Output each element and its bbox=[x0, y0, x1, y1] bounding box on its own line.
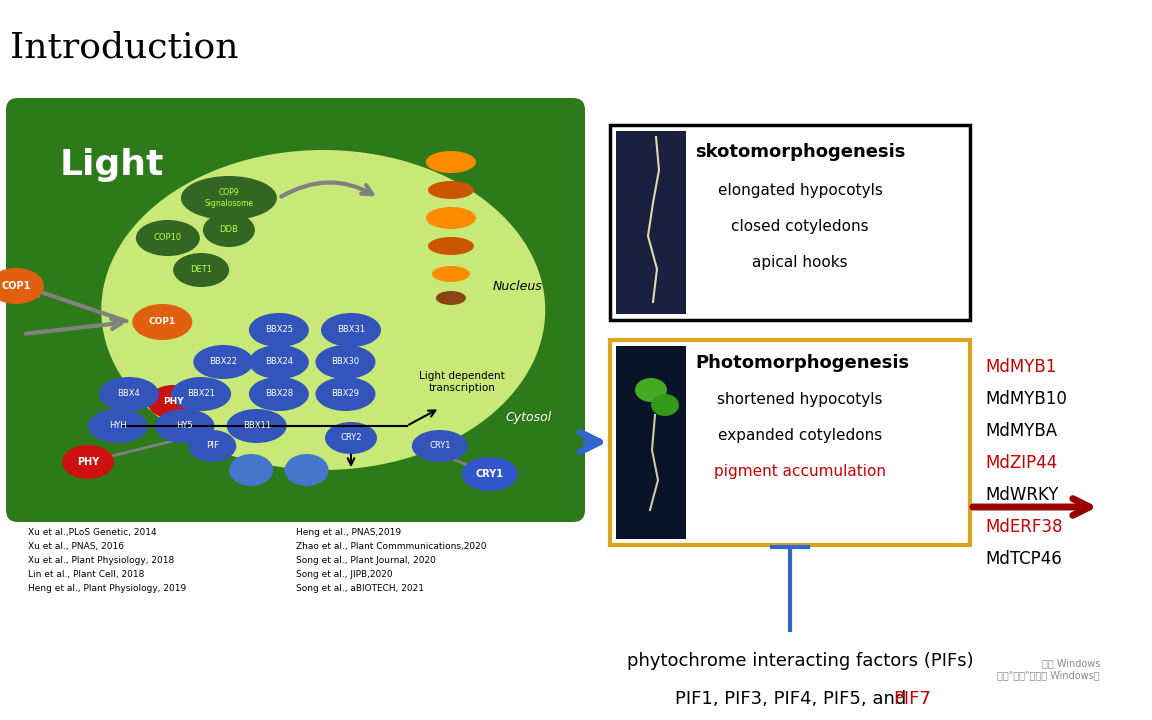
Text: COP1: COP1 bbox=[149, 318, 176, 326]
Text: Light: Light bbox=[60, 148, 165, 182]
Text: CRY1: CRY1 bbox=[429, 441, 450, 451]
Bar bbox=[616, 131, 685, 314]
Text: MdTCP46: MdTCP46 bbox=[985, 550, 1062, 568]
Bar bbox=[611, 125, 970, 320]
Ellipse shape bbox=[427, 237, 473, 255]
Ellipse shape bbox=[203, 213, 255, 247]
Ellipse shape bbox=[316, 377, 376, 411]
Text: BBX31: BBX31 bbox=[336, 325, 365, 335]
Ellipse shape bbox=[316, 345, 376, 379]
Ellipse shape bbox=[435, 291, 465, 305]
Ellipse shape bbox=[194, 345, 253, 379]
Text: PIF: PIF bbox=[206, 441, 219, 451]
Text: Song et al., Plant Journal, 2020: Song et al., Plant Journal, 2020 bbox=[296, 556, 435, 565]
Ellipse shape bbox=[132, 304, 192, 340]
Text: 激活 Windows
转到"设置"以激活 Windows。: 激活 Windows 转到"设置"以激活 Windows。 bbox=[998, 658, 1100, 680]
Ellipse shape bbox=[411, 430, 468, 462]
Text: Nucleus: Nucleus bbox=[493, 279, 543, 292]
Ellipse shape bbox=[181, 176, 276, 220]
Text: Heng et al., PNAS,2019: Heng et al., PNAS,2019 bbox=[296, 528, 401, 537]
Text: BBX21: BBX21 bbox=[187, 390, 215, 398]
Ellipse shape bbox=[462, 457, 517, 491]
Text: MdMYB1: MdMYB1 bbox=[985, 358, 1056, 376]
Text: Song et al., aBIOTECH, 2021: Song et al., aBIOTECH, 2021 bbox=[296, 584, 424, 593]
Text: DET1: DET1 bbox=[190, 266, 212, 274]
Ellipse shape bbox=[321, 313, 381, 347]
Ellipse shape bbox=[285, 454, 328, 486]
Text: BBX29: BBX29 bbox=[332, 390, 359, 398]
Ellipse shape bbox=[426, 207, 476, 229]
Text: skotomorphogenesis: skotomorphogenesis bbox=[695, 143, 905, 161]
Text: COP10: COP10 bbox=[153, 233, 182, 243]
Text: BBX28: BBX28 bbox=[265, 390, 293, 398]
Text: MdERF38: MdERF38 bbox=[985, 518, 1062, 536]
Text: Photomorphogenesis: Photomorphogenesis bbox=[695, 354, 909, 372]
Text: BBX25: BBX25 bbox=[265, 325, 293, 335]
Text: BBX30: BBX30 bbox=[332, 358, 359, 366]
Ellipse shape bbox=[88, 409, 147, 443]
Text: MdMYBA: MdMYBA bbox=[985, 422, 1058, 440]
Bar bbox=[616, 346, 685, 539]
Ellipse shape bbox=[147, 385, 199, 419]
Text: Cytosol: Cytosol bbox=[506, 412, 552, 425]
Ellipse shape bbox=[651, 394, 679, 416]
Text: HYH: HYH bbox=[109, 421, 127, 431]
Ellipse shape bbox=[227, 409, 287, 443]
Ellipse shape bbox=[325, 422, 377, 454]
Text: phytochrome interacting factors (PIFs): phytochrome interacting factors (PIFs) bbox=[627, 652, 973, 670]
Text: DDB: DDB bbox=[220, 225, 238, 235]
Text: PIF1, PIF3, PIF4, PIF5, and: PIF1, PIF3, PIF4, PIF5, and bbox=[675, 690, 912, 708]
Text: Lin et al., Plant Cell, 2018: Lin et al., Plant Cell, 2018 bbox=[28, 570, 144, 579]
Text: shortened hypocotyls: shortened hypocotyls bbox=[718, 392, 882, 407]
Text: MdZIP44: MdZIP44 bbox=[985, 454, 1058, 472]
Text: Light dependent
transcription: Light dependent transcription bbox=[419, 372, 505, 393]
Text: BBX24: BBX24 bbox=[265, 358, 293, 366]
Text: Xu et al., Plant Physiology, 2018: Xu et al., Plant Physiology, 2018 bbox=[28, 556, 174, 565]
Text: COP9
Signalosome: COP9 Signalosome bbox=[204, 189, 253, 207]
Ellipse shape bbox=[188, 430, 236, 462]
Text: Song et al., JIPB,2020: Song et al., JIPB,2020 bbox=[296, 570, 392, 579]
Ellipse shape bbox=[229, 454, 273, 486]
Ellipse shape bbox=[0, 268, 44, 304]
Text: BBX4: BBX4 bbox=[118, 390, 141, 398]
Text: elongated hypocotyls: elongated hypocotyls bbox=[718, 183, 882, 198]
Text: closed cotyledons: closed cotyledons bbox=[732, 219, 869, 234]
Text: CRY1: CRY1 bbox=[476, 469, 503, 479]
FancyBboxPatch shape bbox=[6, 98, 585, 522]
Text: PIF7: PIF7 bbox=[894, 690, 932, 708]
Ellipse shape bbox=[635, 378, 667, 402]
Text: HY5: HY5 bbox=[176, 421, 192, 431]
Text: expanded cotyledons: expanded cotyledons bbox=[718, 428, 882, 443]
Ellipse shape bbox=[101, 150, 545, 470]
Text: Xu et al., PNAS, 2016: Xu et al., PNAS, 2016 bbox=[28, 542, 124, 551]
Bar bbox=[611, 340, 970, 545]
Ellipse shape bbox=[427, 181, 473, 199]
Text: BBX11: BBX11 bbox=[243, 421, 271, 431]
Text: Heng et al., Plant Physiology, 2019: Heng et al., Plant Physiology, 2019 bbox=[28, 584, 187, 593]
Text: PHY: PHY bbox=[77, 457, 99, 467]
Ellipse shape bbox=[432, 266, 470, 282]
Ellipse shape bbox=[136, 220, 199, 256]
Ellipse shape bbox=[249, 377, 309, 411]
Text: BBX22: BBX22 bbox=[210, 358, 237, 366]
Ellipse shape bbox=[99, 377, 159, 411]
Text: MdWRKY: MdWRKY bbox=[985, 486, 1059, 504]
Ellipse shape bbox=[62, 445, 114, 479]
Text: apical hooks: apical hooks bbox=[752, 255, 848, 270]
Ellipse shape bbox=[426, 151, 476, 173]
Text: Introduction: Introduction bbox=[10, 31, 238, 65]
Text: Xu et al.,PLoS Genetic, 2014: Xu et al.,PLoS Genetic, 2014 bbox=[28, 528, 157, 537]
Ellipse shape bbox=[173, 253, 229, 287]
Text: MdMYB10: MdMYB10 bbox=[985, 390, 1067, 408]
Text: COP1: COP1 bbox=[1, 281, 31, 291]
Text: CRY2: CRY2 bbox=[340, 433, 362, 443]
Ellipse shape bbox=[154, 409, 214, 443]
Ellipse shape bbox=[249, 313, 309, 347]
Text: PHY: PHY bbox=[164, 397, 183, 407]
Ellipse shape bbox=[249, 345, 309, 379]
Ellipse shape bbox=[172, 377, 232, 411]
Text: Zhao et al., Plant Commmunications,2020: Zhao et al., Plant Commmunications,2020 bbox=[296, 542, 486, 551]
Text: pigment accumulation: pigment accumulation bbox=[714, 464, 886, 479]
